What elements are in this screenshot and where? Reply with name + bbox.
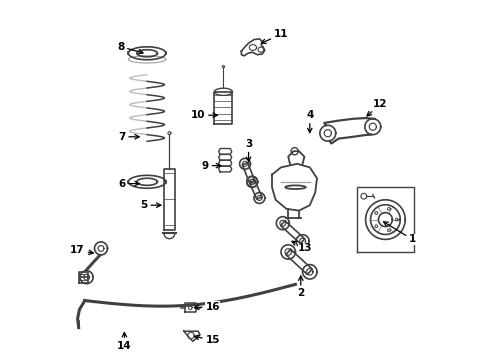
Text: 13: 13: [292, 241, 313, 253]
Text: 7: 7: [118, 132, 139, 142]
Text: 2: 2: [297, 276, 304, 298]
Text: 5: 5: [141, 200, 161, 210]
Text: 11: 11: [261, 29, 288, 44]
Text: 8: 8: [117, 42, 143, 54]
Text: 6: 6: [118, 179, 139, 189]
Text: 12: 12: [367, 99, 387, 116]
Text: 16: 16: [195, 302, 220, 312]
Text: 10: 10: [191, 110, 218, 120]
Text: 9: 9: [202, 161, 220, 171]
Text: 17: 17: [70, 245, 93, 255]
Text: 1: 1: [384, 222, 416, 244]
Text: 14: 14: [117, 333, 132, 351]
Text: 15: 15: [195, 335, 220, 345]
Text: 3: 3: [245, 139, 252, 161]
Text: 4: 4: [306, 110, 314, 132]
